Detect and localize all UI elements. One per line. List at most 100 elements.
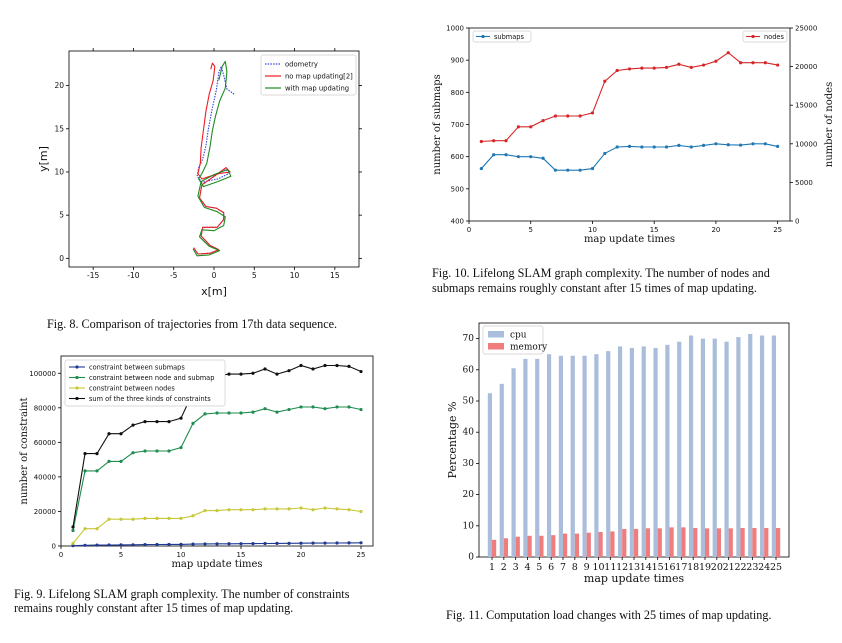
fig9-series-3-point xyxy=(335,363,339,368)
fig8-trajectory-plot: -15 -10 -5 0 5 10 15 0 5 10 15 20 x[m] y[m] odometry no… xyxy=(37,48,362,298)
fig11-x-tick-label: 22 xyxy=(734,562,746,573)
fig9-y-tick-label: 100000 xyxy=(29,370,56,378)
fig9-series-2-point xyxy=(215,508,219,513)
fig9-y-axis-label: number of constraint xyxy=(19,397,30,504)
fig11-memory-bar xyxy=(716,528,722,557)
fig11-x-tick-label: 10 xyxy=(592,562,604,573)
fig9-y-tick-label: 0 xyxy=(52,543,56,551)
fig11-memory-bar xyxy=(705,528,710,557)
fig9-y-tick-label: 80000 xyxy=(34,404,56,412)
fig10-series-1-point xyxy=(578,114,582,118)
fig10-series-1-point xyxy=(627,67,632,71)
fig9-series-3-point xyxy=(119,432,123,436)
fig8-legend-label: odometry xyxy=(285,61,318,69)
fig9-series-2-line xyxy=(72,507,362,544)
fig10-series-1-point xyxy=(689,65,693,69)
fig9-series-3-point xyxy=(227,372,231,376)
fig10-series-0-point xyxy=(479,166,483,171)
fig10-legend-marker xyxy=(751,34,755,39)
fig9-series-0-point xyxy=(71,544,75,548)
fig11-y-axis-label: Percentage % xyxy=(446,402,459,479)
fig9-series-3-point xyxy=(287,369,291,373)
fig10-y-tick-label: 800 xyxy=(451,89,464,97)
fig10-x-axis-label: map update times xyxy=(584,234,675,245)
fig10-series-0-point xyxy=(541,156,545,160)
fig11-x-tick-label: 23 xyxy=(746,562,758,573)
fig8-series-1-line xyxy=(193,62,231,255)
fig9-series-0-point xyxy=(107,543,111,547)
fig9-series-3-point xyxy=(155,420,159,424)
fig10-series-0-point xyxy=(578,168,582,172)
fig9-caption-line1: Fig. 9. Lifelong SLAM graph complexity. … xyxy=(14,587,350,601)
fig8-x-tick-label: 15 xyxy=(330,271,340,280)
fig9-legend-marker xyxy=(75,365,79,369)
fig10-series-1-point xyxy=(776,63,780,67)
fig9-series-3-point xyxy=(131,423,135,427)
fig8-series-2-line xyxy=(192,60,232,257)
fig9-constraints-chart: 0 5 10 15 20 25 0 20000 40000 60000 80000 100000 map… xyxy=(19,355,374,570)
fig9-series-1-point xyxy=(167,449,171,453)
fig9-series-2-point xyxy=(143,516,147,520)
fig9-series-1-point xyxy=(263,407,267,411)
fig10-series-1-point xyxy=(516,125,520,129)
fig9-series-0-point xyxy=(335,541,339,545)
fig11-memory-bar xyxy=(669,527,674,557)
fig10-series-1-point xyxy=(603,79,607,83)
fig9-series-2-point xyxy=(71,541,75,546)
fig10-caption-line1: Fig. 10. Lifelong SLAM graph complexity.… xyxy=(432,266,770,280)
fig11-y-tick-label: 40 xyxy=(463,428,475,438)
fig11-cpu-bar xyxy=(629,347,634,557)
fig11-cpu-bar xyxy=(546,354,552,557)
fig11-memory-bar xyxy=(645,528,651,557)
fig11-cpu-bar xyxy=(748,333,753,557)
fig8-x-axis-label: x[m] xyxy=(201,285,227,298)
fig11-x-tick-label: 20 xyxy=(711,562,723,573)
fig10-y-tick-label: 600 xyxy=(451,153,464,161)
fig8-x-tick-label: -15 xyxy=(87,271,99,280)
fig9-series-2-point xyxy=(287,507,291,511)
fig10-series-1-point xyxy=(541,119,545,123)
fig11-legend-label: cpu xyxy=(510,331,527,341)
fig9-series-0-point xyxy=(359,541,363,545)
fig11-cpu-bar xyxy=(688,335,694,557)
fig9-series-0-point xyxy=(239,542,243,546)
fig10-series-1-point xyxy=(640,66,644,70)
fig11-x-tick-label: 17 xyxy=(675,562,687,573)
fig11-legend-label: memory xyxy=(510,343,548,353)
fig10-legend-label: submaps xyxy=(494,33,524,41)
fig10-y-tick-label: 500 xyxy=(451,185,464,193)
fig9-series-1-point xyxy=(71,528,75,533)
fig10-series-1-point xyxy=(479,139,483,144)
fig9-legend-marker xyxy=(75,386,79,390)
fig10-y2-tick-label: 20000 xyxy=(795,63,817,71)
fig10-y2-tick-label: 25000 xyxy=(795,25,817,33)
fig10-series-1-point xyxy=(739,61,743,65)
fig9-x-tick-label: 5 xyxy=(119,551,123,559)
fig9-x-tick-label: 25 xyxy=(357,551,366,559)
fig10-legend-label: nodes xyxy=(764,33,784,41)
fig9-legend-label: constraint between nodes xyxy=(89,384,175,392)
fig9-series-2-point xyxy=(95,527,99,531)
fig10-series-0-point xyxy=(566,168,570,172)
fig9-series-3-point xyxy=(107,432,111,436)
fig10-series-0-point xyxy=(739,143,743,147)
fig10-x-tick-label: 15 xyxy=(650,226,659,234)
fig9-series-0-point xyxy=(323,541,327,545)
fig9-x-tick-label: 0 xyxy=(59,551,63,559)
fig10-series-1-point xyxy=(553,114,558,118)
fig9-series-1-point xyxy=(191,421,195,425)
fig11-cpu-bar xyxy=(653,347,658,557)
fig8-x-tick-label: 10 xyxy=(290,271,300,280)
fig11-x-tick-label: 25 xyxy=(770,562,782,573)
fig9-series-2-point xyxy=(347,508,351,512)
fig11-memory-bar xyxy=(681,527,686,557)
fig11-memory-bar xyxy=(728,528,733,557)
fig9-series-3-point xyxy=(275,372,279,376)
fig9-series-0-point xyxy=(191,542,195,546)
fig9-series-0-point xyxy=(275,541,279,546)
fig9-legend-box xyxy=(64,359,226,407)
fig8-legend-box xyxy=(260,54,357,96)
fig9-series-3-point xyxy=(71,525,75,529)
fig8-series-0-line xyxy=(192,66,235,255)
fig9-series-1-point xyxy=(83,469,87,473)
